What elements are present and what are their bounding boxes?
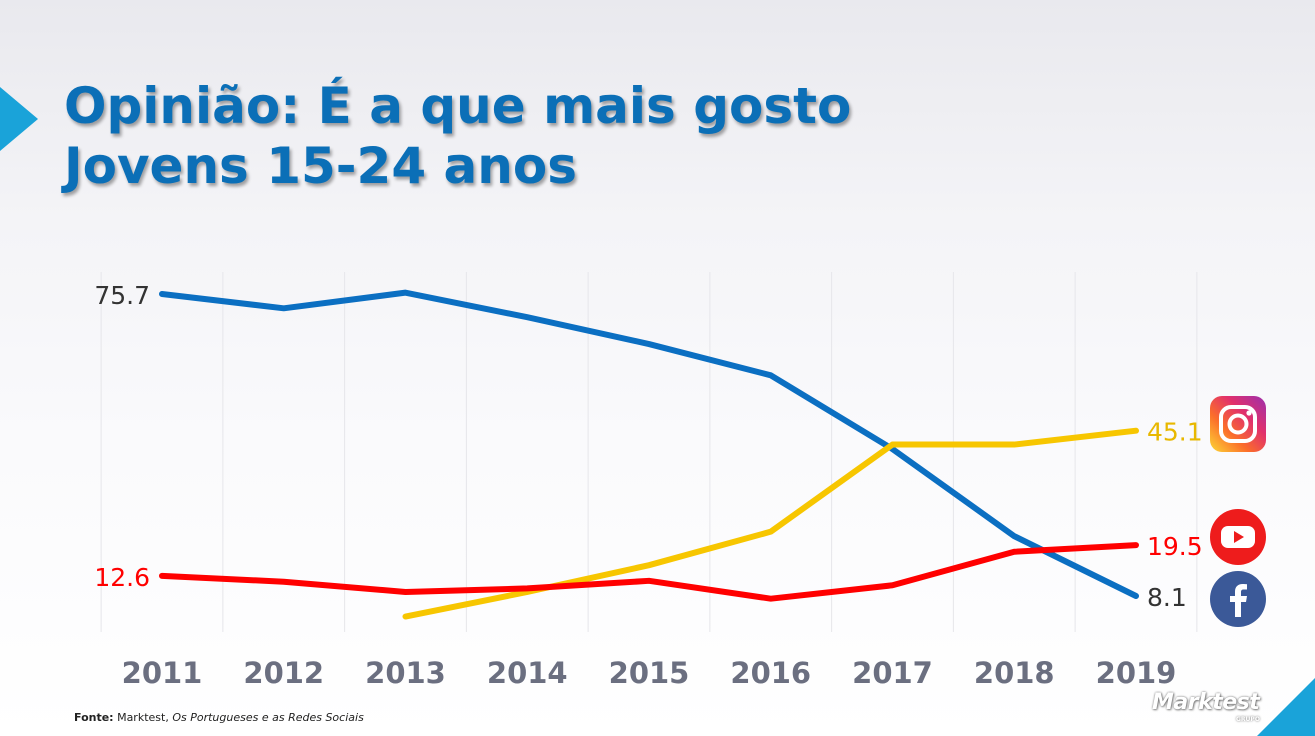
x-tick-label: 2014 (487, 656, 568, 690)
x-tick-label: 2015 (609, 656, 690, 690)
data-label-end-facebook: 8.1 (1147, 583, 1187, 612)
title-line-2: Jovens 15-24 anos (64, 137, 577, 195)
source-note: Fonte: Marktest, Os Portugueses e as Red… (74, 711, 364, 724)
left-accent-arrow (0, 87, 38, 151)
x-tick-label: 2018 (974, 656, 1055, 690)
x-tick-label: 2019 (1096, 656, 1177, 690)
page-title: Opinião: É a que mais gosto Jovens 15-24… (64, 76, 851, 196)
instagram-icon (1210, 396, 1266, 452)
youtube-icon (1210, 509, 1266, 565)
series-line-instagram (402, 427, 1139, 620)
data-label-start-facebook: 75.7 (94, 281, 150, 310)
marktest-logo-sub: GRUPO (1236, 716, 1260, 723)
x-tick-label: 2012 (243, 656, 324, 690)
data-label-end-instagram: 45.1 (1147, 418, 1203, 447)
source-label: Fonte: (74, 711, 114, 724)
x-tick-label: 2017 (852, 656, 933, 690)
source-publisher: Marktest, (117, 711, 169, 724)
data-label-start-youtube: 12.6 (94, 563, 150, 592)
x-tick-label: 2011 (122, 656, 203, 690)
data-label-end-youtube: 19.5 (1147, 532, 1203, 561)
x-tick-label: 2016 (730, 656, 811, 690)
title-line-1: Opinião: É a que mais gosto (64, 77, 852, 135)
marktest-logo: Marktest (1152, 690, 1260, 715)
x-tick-label: 2013 (365, 656, 446, 690)
facebook-icon (1210, 571, 1266, 627)
series-line-youtube (159, 542, 1139, 602)
source-work: Os Portugueses e as Redes Sociais (172, 711, 364, 724)
series-line-facebook (159, 289, 1139, 599)
corner-accent-triangle (1257, 678, 1315, 736)
